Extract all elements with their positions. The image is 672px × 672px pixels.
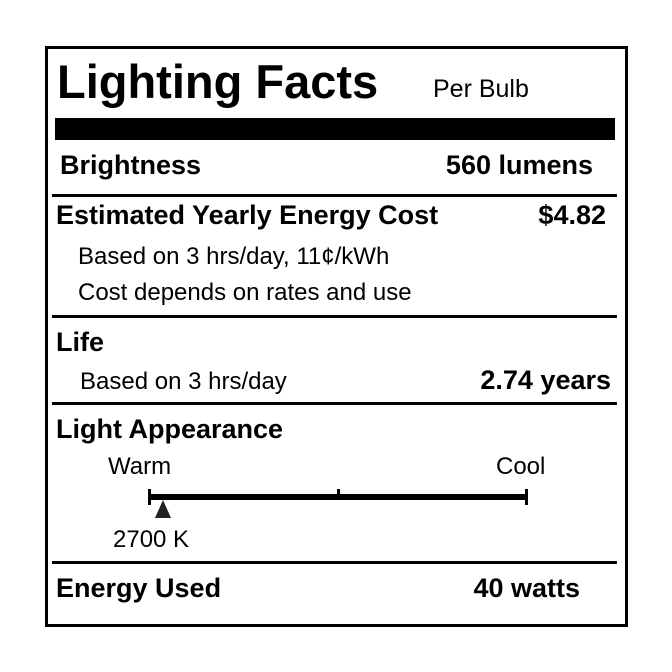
divider: [52, 194, 617, 197]
appearance-label: Light Appearance: [56, 414, 284, 444]
thick-bar: [55, 118, 615, 140]
triangle-marker-icon: [155, 500, 172, 518]
brightness-value: 560 lumens: [445, 150, 593, 180]
divider: [52, 561, 617, 564]
warm-label: Warm: [108, 453, 172, 480]
divider: [52, 402, 617, 405]
cost-value: $4.82: [538, 200, 606, 230]
scale-tick: [525, 489, 528, 505]
life-value: 2.74 years: [480, 365, 611, 395]
subtitle: Per Bulb: [433, 75, 529, 103]
scale-tick: [148, 489, 151, 505]
scale-tick: [337, 489, 340, 499]
brightness-label: Brightness: [60, 150, 202, 180]
energy-label: Energy Used: [56, 573, 222, 603]
life-note: Based on 3 hrs/day: [80, 368, 287, 395]
color-temperature-value: 2700 K: [113, 526, 190, 553]
cost-note-2: Cost depends on rates and use: [78, 279, 412, 306]
cost-note-1: Based on 3 hrs/day, 11¢/kWh: [78, 243, 390, 270]
cool-label: Cool: [496, 453, 546, 480]
life-label: Life: [56, 327, 105, 357]
label-frame: [45, 46, 628, 627]
title: Lighting Facts: [57, 55, 379, 108]
energy-value: 40 watts: [473, 573, 580, 603]
color-temperature-scale: [148, 489, 528, 518]
divider: [52, 315, 617, 318]
cost-label: Estimated Yearly Energy Cost: [56, 200, 439, 230]
